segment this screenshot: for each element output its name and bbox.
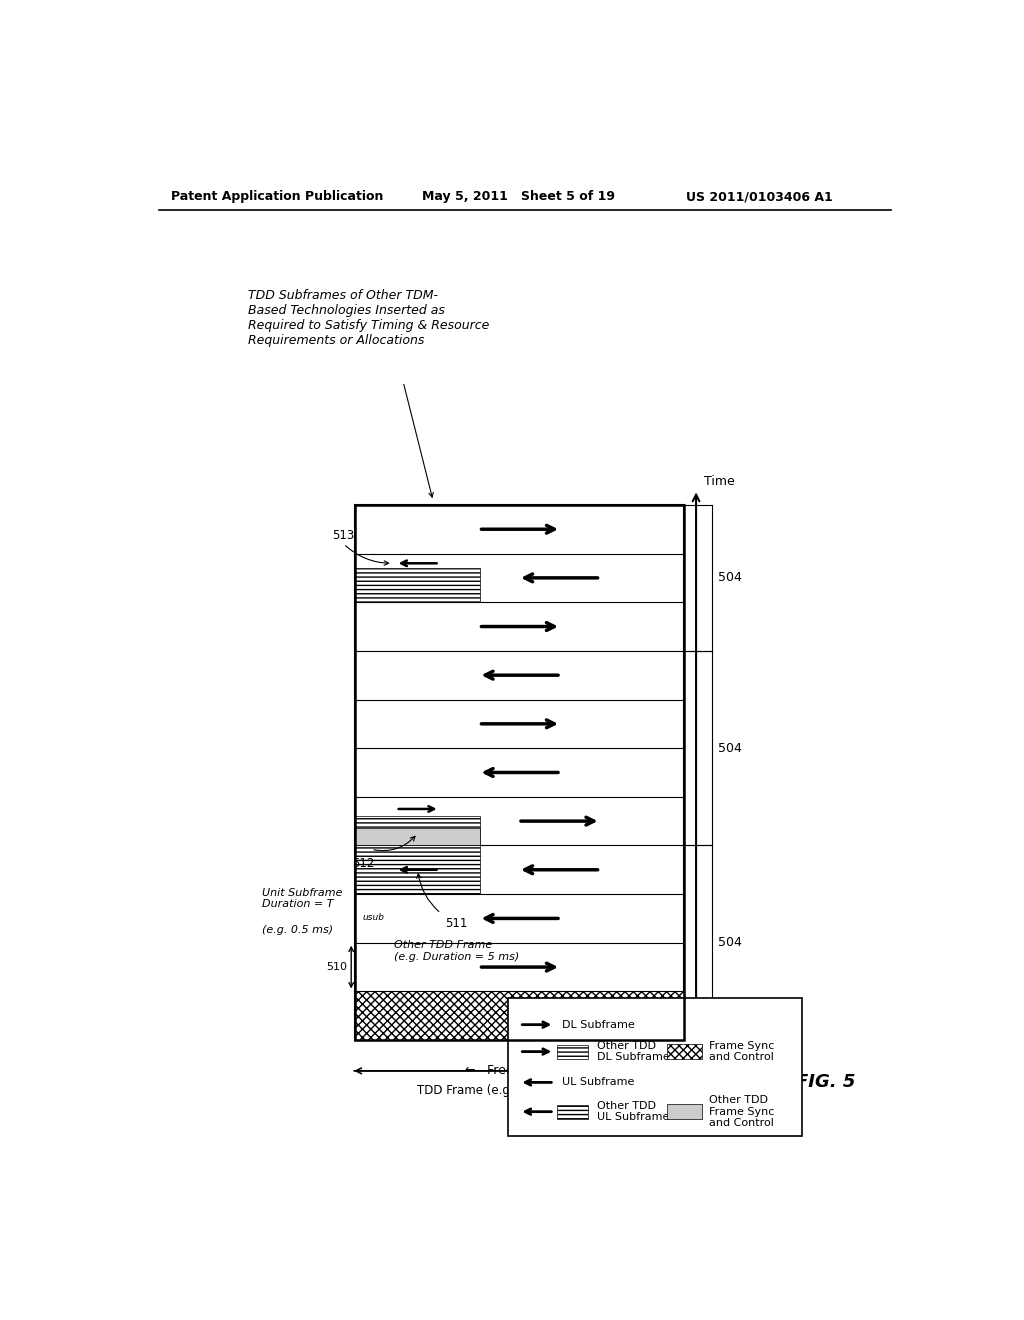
Text: 504: 504 bbox=[718, 742, 741, 755]
Bar bbox=[557, 1044, 588, 1059]
Text: UL Subframe: UL Subframe bbox=[562, 1077, 635, 1088]
Text: 504: 504 bbox=[718, 572, 741, 585]
Text: TDD Frame (e.g. Duration = 10ms): TDD Frame (e.g. Duration = 10ms) bbox=[417, 1084, 623, 1097]
Bar bbox=[355, 506, 684, 1040]
Text: 511: 511 bbox=[444, 917, 467, 931]
Bar bbox=[355, 506, 684, 1040]
Text: Other TDD Frame
(e.g. Duration = 5 ms): Other TDD Frame (e.g. Duration = 5 ms) bbox=[394, 940, 519, 962]
Bar bbox=[355, 829, 480, 845]
Text: 510: 510 bbox=[327, 962, 347, 972]
Text: ←—Frequency—→: ←—Frequency—→ bbox=[465, 1064, 575, 1077]
Bar bbox=[355, 845, 480, 894]
Text: 512: 512 bbox=[352, 857, 375, 870]
Text: TDD Subframes of Other TDM-
Based Technologies Inserted as
Required to Satisfy T: TDD Subframes of Other TDM- Based Techno… bbox=[248, 289, 489, 347]
Bar bbox=[508, 998, 802, 1137]
Bar bbox=[667, 1044, 701, 1059]
Text: Other TDD
Frame Sync
and Control: Other TDD Frame Sync and Control bbox=[710, 1096, 774, 1129]
Text: US 2011/0103406 A1: US 2011/0103406 A1 bbox=[686, 190, 833, 203]
Text: DL Subframe: DL Subframe bbox=[562, 1019, 635, 1030]
Text: Frame Sync
and Control: Frame Sync and Control bbox=[710, 1040, 774, 1063]
Text: Other TDD
DL Subframe: Other TDD DL Subframe bbox=[597, 1040, 670, 1063]
Text: usub: usub bbox=[362, 913, 385, 923]
Bar bbox=[557, 1105, 588, 1118]
Text: (e.g. 0.5 ms): (e.g. 0.5 ms) bbox=[262, 925, 333, 935]
Text: Patent Application Publication: Patent Application Publication bbox=[171, 190, 383, 203]
Bar bbox=[355, 816, 480, 845]
Bar bbox=[355, 568, 480, 602]
Bar bbox=[355, 991, 684, 1040]
Text: Unit Subframe
Duration = T: Unit Subframe Duration = T bbox=[262, 888, 343, 909]
Text: Time: Time bbox=[703, 475, 734, 488]
Text: Other TDD
UL Subframe: Other TDD UL Subframe bbox=[597, 1101, 670, 1122]
Text: FIG. 5: FIG. 5 bbox=[796, 1073, 855, 1092]
Text: May 5, 2011   Sheet 5 of 19: May 5, 2011 Sheet 5 of 19 bbox=[423, 190, 615, 203]
Text: 504: 504 bbox=[718, 936, 741, 949]
Text: 513: 513 bbox=[333, 528, 354, 541]
Bar bbox=[667, 1104, 701, 1119]
